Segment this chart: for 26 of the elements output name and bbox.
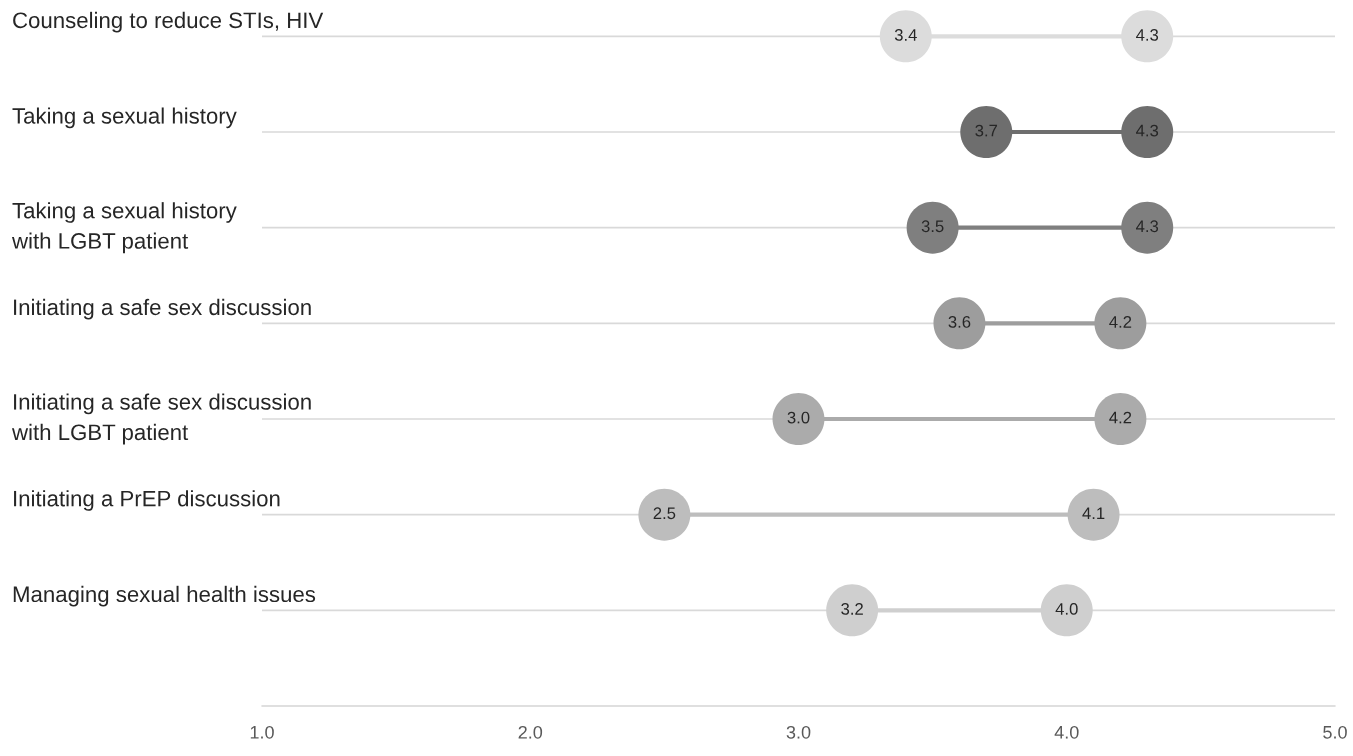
y-tick-label: Initiating a safe sex discussion with LGBT patient <box>11 393 311 445</box>
x-tick-label: 5.0 <box>1323 725 1347 739</box>
y-tick-label: Counseling to reduce STIs, HIV <box>13 11 324 33</box>
data-label: 4.2 <box>1109 411 1132 424</box>
y-tick-label: Managing sexual health issues <box>13 585 316 607</box>
data-label: 2.5 <box>653 507 676 520</box>
data-label: 3.2 <box>841 603 863 615</box>
data-label: 4.1 <box>1082 507 1105 519</box>
y-tick-label: Taking a sexual history with LGBT patient <box>11 202 237 254</box>
data-label: 3.4 <box>894 29 917 41</box>
y-tick-label: Taking a sexual history <box>12 107 237 129</box>
data-label: 3.0 <box>787 411 810 424</box>
data-label: 4.3 <box>1136 29 1159 41</box>
x-tick-label: 3.0 <box>786 725 811 739</box>
x-tick-label: 1.0 <box>250 725 274 739</box>
data-label: 3.7 <box>975 124 998 137</box>
x-tick-label: 4.0 <box>1054 725 1079 739</box>
y-tick-label: Initiating a PrEP discussion <box>14 490 280 511</box>
data-label: 4.2 <box>1109 316 1132 328</box>
data-label: 3.6 <box>948 316 971 328</box>
data-label: 3.5 <box>921 220 944 233</box>
y-tick-label: Initiating a safe sex discussion <box>14 298 311 320</box>
data-label: 4.3 <box>1136 220 1159 233</box>
data-label: 4.3 <box>1136 124 1159 137</box>
x-tick-label: 2.0 <box>518 725 543 739</box>
data-label: 4.0 <box>1055 603 1078 615</box>
